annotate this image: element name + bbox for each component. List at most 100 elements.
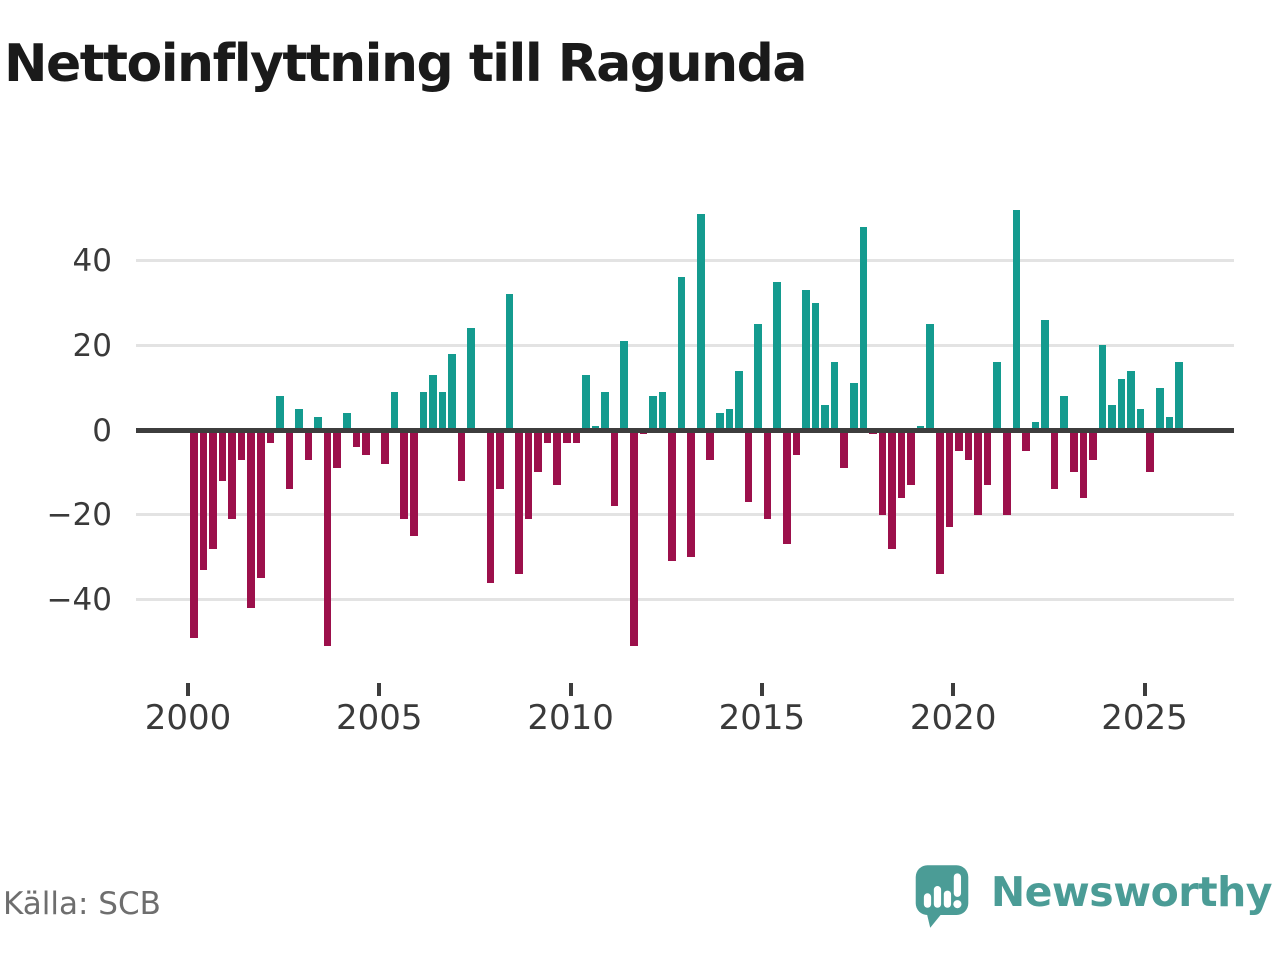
bar-negative xyxy=(457,430,466,481)
bar-positive xyxy=(582,374,590,430)
bar-negative xyxy=(266,430,275,443)
bar-positive xyxy=(849,383,858,430)
bar-positive xyxy=(677,277,686,430)
bar-positive xyxy=(620,341,628,430)
bar-negative xyxy=(237,430,246,460)
bar-negative xyxy=(543,430,552,443)
x-axis-tick xyxy=(759,683,764,696)
bar-positive xyxy=(429,374,437,430)
bar-negative xyxy=(1146,430,1155,473)
bar-positive xyxy=(735,370,743,430)
x-axis-label: 2015 xyxy=(718,698,806,738)
bar-positive xyxy=(859,226,868,430)
bar-positive xyxy=(467,328,475,430)
bar-positive xyxy=(419,391,428,430)
bar-negative xyxy=(572,430,581,443)
bar-positive xyxy=(505,294,514,430)
bar-positive xyxy=(754,324,762,430)
bar-positive xyxy=(993,362,1001,430)
x-axis-tick xyxy=(1142,683,1147,696)
bar-positive xyxy=(716,413,724,430)
gridline xyxy=(136,259,1234,262)
bar-negative xyxy=(792,430,801,456)
bar-negative xyxy=(496,430,504,490)
bar-positive xyxy=(658,391,667,430)
bar-negative xyxy=(218,430,227,481)
x-axis-tick xyxy=(568,683,573,696)
bar-positive xyxy=(1012,209,1021,430)
bar-negative xyxy=(945,430,954,528)
bar-positive xyxy=(601,391,609,430)
x-axis-tick xyxy=(186,683,190,696)
bar-negative xyxy=(1089,430,1097,460)
bar-negative xyxy=(907,430,915,486)
bar-negative xyxy=(190,430,198,638)
x-axis-label: 2000 xyxy=(144,698,232,738)
bar-negative xyxy=(1079,430,1088,498)
bar-positive xyxy=(1108,404,1116,430)
x-axis-label: 2025 xyxy=(1101,698,1188,738)
bar-negative xyxy=(1069,430,1078,473)
bar-negative xyxy=(610,430,619,507)
y-axis-label: −20 xyxy=(46,497,112,534)
bar-negative xyxy=(878,430,887,515)
x-axis-label: 2005 xyxy=(336,698,423,738)
bar-negative xyxy=(563,430,571,443)
zero-axis-line xyxy=(136,427,1234,433)
bar-positive xyxy=(830,362,839,430)
bar-negative xyxy=(897,430,906,498)
bar-negative xyxy=(744,430,753,503)
bar-negative xyxy=(955,430,963,452)
bar-negative xyxy=(629,430,638,647)
x-axis-label: 2020 xyxy=(909,698,997,738)
bar-positive xyxy=(649,396,657,430)
bar-positive xyxy=(1175,362,1183,430)
bar-positive xyxy=(343,413,351,430)
bar-positive xyxy=(821,404,829,430)
bar-positive xyxy=(438,391,447,430)
bar-negative xyxy=(668,430,676,562)
newsworthy-logo: Newsworthy xyxy=(913,858,1273,930)
source-caption: Källa: SCB xyxy=(3,886,161,922)
bar-negative xyxy=(486,430,495,583)
bar-negative xyxy=(888,430,896,549)
bar-negative xyxy=(515,430,523,575)
bar-negative xyxy=(983,430,992,486)
bar-negative xyxy=(362,430,370,456)
bar-negative xyxy=(936,430,944,575)
bar-negative xyxy=(687,430,695,558)
bar-positive xyxy=(696,213,705,430)
gridline xyxy=(136,513,1234,517)
bar-positive xyxy=(926,324,935,430)
bar-negative xyxy=(1002,430,1011,515)
bar-negative xyxy=(783,430,791,545)
bar-positive xyxy=(314,417,322,430)
bar-negative xyxy=(323,430,332,647)
bar-negative xyxy=(199,430,208,570)
bar-negative xyxy=(1022,430,1030,452)
bar-negative xyxy=(409,430,418,536)
bar-positive xyxy=(1156,387,1164,430)
bar-negative xyxy=(763,430,772,519)
x-axis-label: 2010 xyxy=(527,698,614,738)
gridline xyxy=(136,598,1234,601)
bar-positive xyxy=(802,290,810,430)
chart-title: Nettoinflyttning till Ragunda xyxy=(4,34,807,94)
y-axis-label: 0 xyxy=(92,412,112,449)
bar-negative xyxy=(524,430,533,519)
y-axis-label: 20 xyxy=(72,327,112,364)
bar-negative xyxy=(256,430,265,579)
bar-negative xyxy=(285,430,294,490)
bar-positive xyxy=(1117,379,1126,430)
bar-negative xyxy=(304,430,313,460)
bar-positive xyxy=(1098,345,1107,430)
y-axis-label: −40 xyxy=(46,582,112,618)
bar-positive xyxy=(276,396,284,430)
bar-negative xyxy=(333,430,342,469)
bar-positive xyxy=(1165,417,1174,430)
bar-negative xyxy=(974,430,982,515)
bar-negative xyxy=(553,430,562,486)
bar-negative xyxy=(964,430,973,460)
bar-negative xyxy=(247,430,255,608)
bar-negative xyxy=(381,430,389,464)
